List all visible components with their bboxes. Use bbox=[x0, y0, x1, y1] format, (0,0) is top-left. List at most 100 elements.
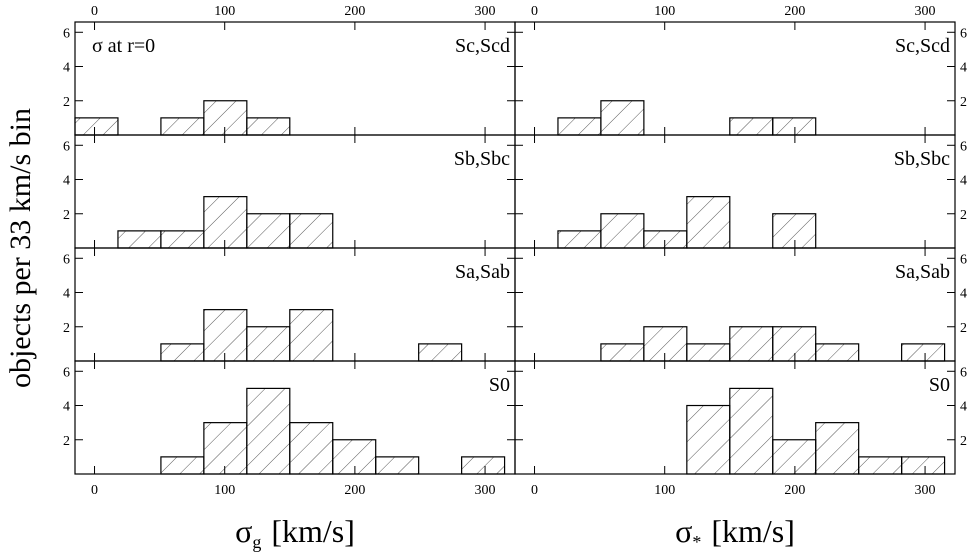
bar bbox=[772, 326, 817, 362]
bar bbox=[772, 117, 817, 136]
x-axis-label: σg [km/s] bbox=[235, 513, 355, 552]
x-label-subscript: * bbox=[692, 532, 701, 552]
panel-label: S0 bbox=[929, 374, 950, 396]
bar bbox=[643, 230, 688, 249]
y-tick-label: 4 bbox=[960, 61, 967, 76]
bar bbox=[686, 404, 731, 475]
bar bbox=[418, 343, 463, 362]
x-tick-label: 0 bbox=[91, 483, 98, 498]
y-tick-label: 4 bbox=[63, 400, 70, 415]
bar bbox=[203, 309, 248, 362]
bar bbox=[289, 309, 334, 362]
x-label-unit: [km/s] bbox=[711, 513, 795, 549]
bar bbox=[600, 213, 645, 249]
y-tick-label: 6 bbox=[960, 26, 967, 41]
y-axis-label: objects per 33 km/s bin bbox=[4, 108, 37, 388]
x-tick-label: 0 bbox=[531, 4, 538, 19]
bar bbox=[815, 343, 860, 362]
x-tick-label: 100 bbox=[214, 483, 235, 498]
bar bbox=[203, 196, 248, 249]
y-tick-label: 2 bbox=[63, 434, 70, 449]
bar bbox=[160, 117, 205, 136]
x-tick-label: 200 bbox=[344, 4, 365, 19]
x-label-subscript: g bbox=[252, 532, 261, 552]
bar bbox=[203, 422, 248, 475]
y-tick-label: 2 bbox=[960, 95, 967, 110]
y-tick-label: 2 bbox=[63, 321, 70, 336]
bar bbox=[815, 422, 860, 475]
bar bbox=[160, 343, 205, 362]
bar bbox=[686, 196, 731, 249]
y-tick-label: 4 bbox=[63, 174, 70, 189]
x-tick-label: 200 bbox=[784, 483, 805, 498]
y-tick-label: 6 bbox=[960, 139, 967, 154]
bar bbox=[289, 422, 334, 475]
x-tick-label: 300 bbox=[475, 483, 496, 498]
x-label-symbol: σ bbox=[235, 513, 252, 549]
bar bbox=[203, 100, 248, 136]
bar bbox=[729, 387, 774, 475]
bar bbox=[117, 230, 162, 249]
panel-frame bbox=[514, 360, 956, 475]
y-tick-label: 6 bbox=[960, 365, 967, 380]
x-tick-label: 300 bbox=[915, 4, 936, 19]
bar bbox=[246, 326, 291, 362]
x-tick-label: 0 bbox=[531, 483, 538, 498]
x-axis-label: σ* [km/s] bbox=[675, 513, 795, 552]
y-tick-label: 4 bbox=[960, 174, 967, 189]
bar bbox=[557, 230, 602, 249]
x-tick-label: 0 bbox=[91, 4, 98, 19]
y-tick-label: 6 bbox=[63, 252, 70, 267]
x-label-unit: [km/s] bbox=[271, 513, 355, 549]
bar bbox=[858, 456, 903, 475]
panel-label: S0 bbox=[489, 374, 510, 396]
bar bbox=[600, 343, 645, 362]
bar bbox=[557, 117, 602, 136]
bar bbox=[686, 343, 731, 362]
y-tick-label: 2 bbox=[63, 95, 70, 110]
x-tick-label: 200 bbox=[784, 4, 805, 19]
bar bbox=[160, 230, 205, 249]
bar bbox=[729, 326, 774, 362]
y-tick-label: 2 bbox=[63, 208, 70, 223]
y-tick-label: 6 bbox=[63, 365, 70, 380]
bar bbox=[772, 439, 817, 475]
x-tick-label: 200 bbox=[344, 483, 365, 498]
bar bbox=[901, 456, 946, 475]
bar bbox=[600, 100, 645, 136]
y-tick-label: 6 bbox=[960, 252, 967, 267]
y-tick-label: 4 bbox=[63, 61, 70, 76]
bar bbox=[901, 343, 946, 362]
bar bbox=[160, 456, 205, 475]
x-label-symbol: σ bbox=[675, 513, 692, 549]
panel-label: Sb,Sbc bbox=[454, 148, 510, 170]
bar bbox=[246, 117, 291, 136]
bar bbox=[246, 213, 291, 249]
y-tick-label: 4 bbox=[960, 400, 967, 415]
bar bbox=[772, 213, 817, 249]
y-tick-label: 2 bbox=[960, 208, 967, 223]
bar bbox=[74, 117, 119, 136]
y-tick-label: 4 bbox=[960, 287, 967, 302]
bar bbox=[375, 456, 420, 475]
bar bbox=[461, 456, 506, 475]
x-tick-label: 100 bbox=[654, 483, 675, 498]
bar bbox=[246, 387, 291, 475]
bar bbox=[729, 117, 774, 136]
y-tick-label: 6 bbox=[63, 26, 70, 41]
panel-label: Sa,Sab bbox=[895, 261, 950, 283]
panel-label: Sb,Sbc bbox=[894, 148, 950, 170]
y-tick-label: 2 bbox=[960, 321, 967, 336]
x-tick-label: 300 bbox=[475, 4, 496, 19]
panel-label: Sc,Scd bbox=[455, 35, 510, 57]
x-tick-label: 100 bbox=[654, 4, 675, 19]
panel-label: Sc,Scd bbox=[895, 35, 950, 57]
bar bbox=[289, 213, 334, 249]
bar bbox=[643, 326, 688, 362]
bar bbox=[332, 439, 377, 475]
annotation: σ at r=0 bbox=[92, 35, 155, 57]
y-tick-label: 6 bbox=[63, 139, 70, 154]
y-tick-label: 4 bbox=[63, 287, 70, 302]
x-tick-label: 300 bbox=[915, 483, 936, 498]
